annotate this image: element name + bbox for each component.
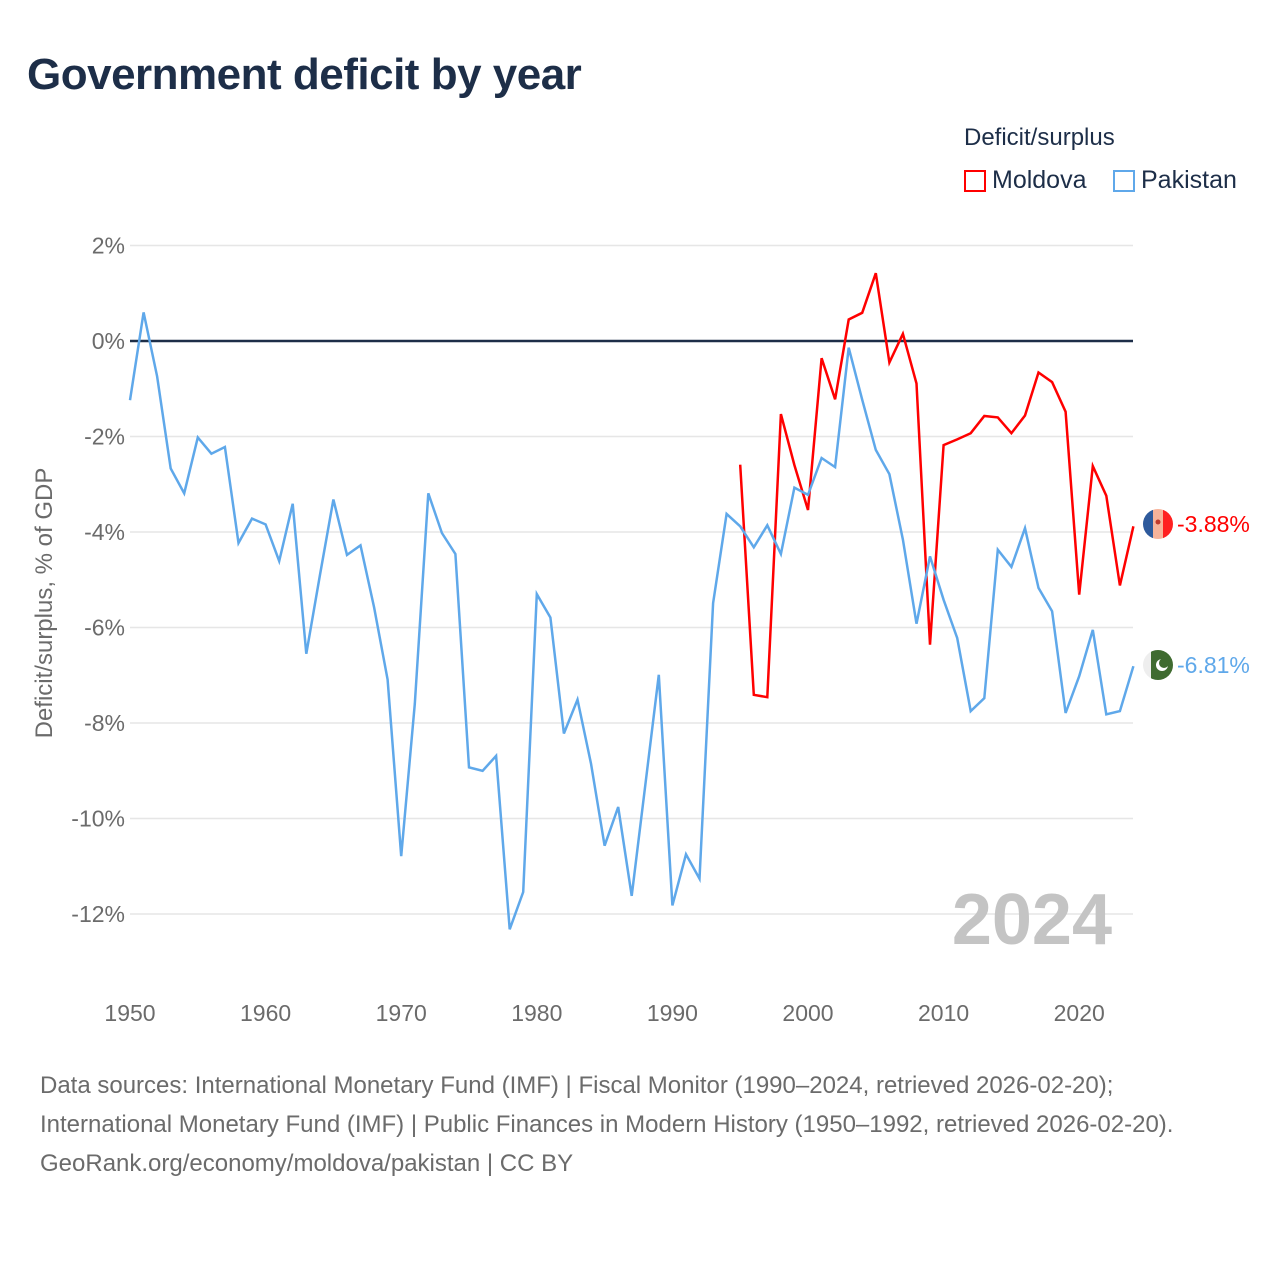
x-tick-label: 1950 xyxy=(104,1000,155,1026)
x-tick-label: 2000 xyxy=(782,1000,833,1026)
series-line-moldova xyxy=(738,272,1135,699)
legend-title: Deficit/surplus xyxy=(964,124,1115,151)
legend-item-pakistan[interactable]: Pakistan xyxy=(1113,166,1237,195)
year-watermark: 2024 xyxy=(952,880,1112,960)
y-tick-label: -6% xyxy=(84,615,125,641)
legend-swatch-moldova xyxy=(964,169,986,192)
y-axis-label: Deficit/surplus, % of GDP xyxy=(31,468,58,739)
y-tick-label: -8% xyxy=(84,710,125,736)
credit-link[interactable]: GeoRank.org/economy/moldova/pakistan | C… xyxy=(40,1150,574,1177)
legend-label-moldova: Moldova xyxy=(992,166,1087,194)
footer: Data sources: International Monetary Fun… xyxy=(40,1066,1240,1183)
legend-item-moldova[interactable]: Moldova xyxy=(964,166,1087,195)
y-tick-label: 2% xyxy=(92,233,125,259)
x-tick-label: 2020 xyxy=(1054,1000,1105,1026)
legend-swatch-pakistan xyxy=(1113,169,1135,192)
y-tick-label: -12% xyxy=(71,901,125,927)
y-tick-label: -10% xyxy=(71,806,125,832)
page-title: Government deficit by year xyxy=(27,50,582,99)
x-tick-label: 1960 xyxy=(240,1000,291,1026)
series-line-pakistan xyxy=(128,312,1135,930)
moldova-flag-icon xyxy=(1143,509,1173,539)
data-sources: Data sources: International Monetary Fun… xyxy=(40,1072,1174,1138)
moldova-end-label: -3.88% xyxy=(1177,511,1250,537)
legend-label-pakistan: Pakistan xyxy=(1141,166,1237,194)
x-tick-label: 1970 xyxy=(376,1000,427,1026)
pakistan-end-label: -6.81% xyxy=(1177,652,1250,678)
pakistan-flag-icon xyxy=(1143,650,1173,680)
x-tick-label: 2010 xyxy=(918,1000,969,1026)
y-tick-label: 0% xyxy=(92,328,125,354)
y-tick-label: -4% xyxy=(84,519,125,545)
line-chart: 2% 0% -2% -4% -6% -8% -10% -12% 1950 1960 1970 198… xyxy=(31,233,1250,1027)
x-tick-label: 1980 xyxy=(511,1000,562,1026)
y-tick-label: -2% xyxy=(84,424,125,450)
x-tick-label: 1990 xyxy=(647,1000,698,1026)
